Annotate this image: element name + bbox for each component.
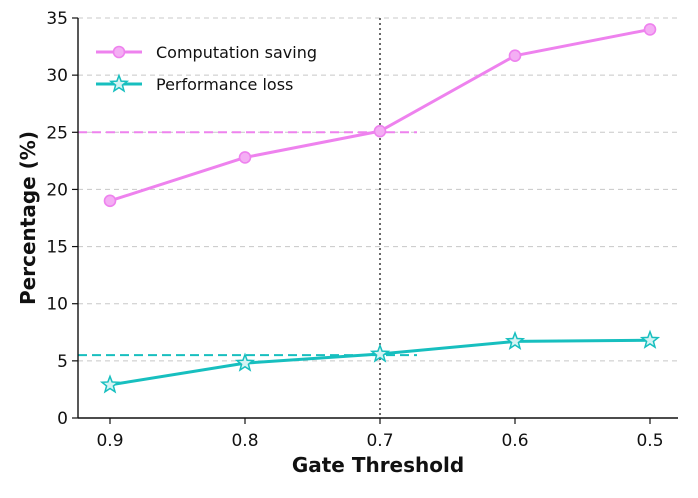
x-tick-label: 0.6 bbox=[501, 431, 528, 451]
legend-label: Computation saving bbox=[156, 43, 317, 62]
axes: 0 5 10 15 20 25 30 35 0.9 0.8 0.7 0.6 0.5 bbox=[46, 9, 678, 451]
data-point bbox=[373, 124, 387, 138]
legend-marker bbox=[112, 45, 126, 59]
data-point bbox=[99, 374, 121, 394]
y-tick-label: 20 bbox=[46, 180, 68, 200]
series bbox=[99, 23, 661, 394]
data-point bbox=[643, 23, 657, 36]
data-point bbox=[508, 49, 522, 63]
x-tick-label: 0.5 bbox=[636, 431, 663, 451]
data-point bbox=[639, 329, 661, 349]
x-axis-label: Gate Threshold bbox=[292, 453, 464, 477]
y-tick-label: 0 bbox=[57, 409, 68, 429]
legend: Computation saving Performance loss bbox=[96, 43, 317, 94]
data-point bbox=[103, 194, 117, 208]
y-tick-label: 25 bbox=[46, 123, 68, 143]
x-tick-label: 0.9 bbox=[96, 431, 123, 451]
y-tick-label: 15 bbox=[46, 238, 68, 258]
legend-label: Performance loss bbox=[156, 75, 293, 94]
y-axis-label: Percentage (%) bbox=[16, 131, 40, 305]
y-tick-label: 30 bbox=[46, 66, 68, 86]
x-tick-label: 0.8 bbox=[231, 431, 258, 451]
data-point bbox=[504, 330, 526, 351]
x-tick-label: 0.7 bbox=[366, 431, 393, 451]
grid bbox=[78, 17, 678, 362]
data-point bbox=[238, 151, 252, 164]
y-tick-label: 10 bbox=[46, 295, 68, 315]
data-point bbox=[369, 343, 391, 363]
y-tick-label: 35 bbox=[46, 9, 68, 29]
legend-marker bbox=[108, 73, 130, 93]
data-point bbox=[234, 352, 256, 372]
y-tick-label: 5 bbox=[57, 352, 68, 372]
